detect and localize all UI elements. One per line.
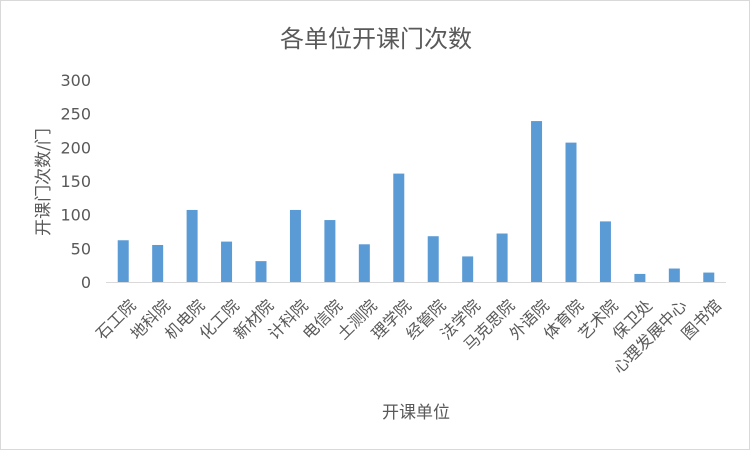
bar (221, 241, 233, 282)
bars (117, 121, 715, 282)
chart-title: 各单位开课门次数 (280, 25, 472, 53)
y-tick-label: 150 (60, 172, 91, 191)
bar (186, 209, 198, 282)
y-tick-label: 100 (60, 206, 91, 225)
bar (496, 233, 508, 282)
y-axis-title: 开课门次数/门 (34, 128, 54, 236)
bar (599, 221, 611, 282)
x-tick-label: 图书馆 (678, 296, 725, 343)
bar (289, 209, 301, 282)
y-tick-label: 300 (60, 71, 91, 90)
bar (531, 121, 543, 282)
bar (565, 142, 577, 282)
y-tick-label: 50 (71, 239, 91, 258)
bar (703, 272, 715, 282)
bar (255, 261, 267, 282)
bar (393, 173, 405, 282)
bar (462, 256, 474, 282)
bar (668, 268, 680, 282)
x-axis: 石工院地科院机电院化工院新材院计科院电信院土测院理学院经管院法学院马克思院外语院… (92, 296, 725, 377)
bar (152, 244, 164, 282)
bar (117, 240, 129, 282)
y-axis: 0 50 100 150 200 250 300 (60, 71, 91, 292)
bar (324, 220, 336, 282)
bar (427, 236, 439, 282)
bar (358, 244, 370, 282)
bar (634, 273, 646, 282)
y-tick-label: 250 (60, 105, 91, 124)
y-tick-label: 200 (60, 138, 91, 157)
y-tick-label: 0 (81, 273, 91, 292)
x-axis-title: 开课单位 (382, 403, 450, 423)
